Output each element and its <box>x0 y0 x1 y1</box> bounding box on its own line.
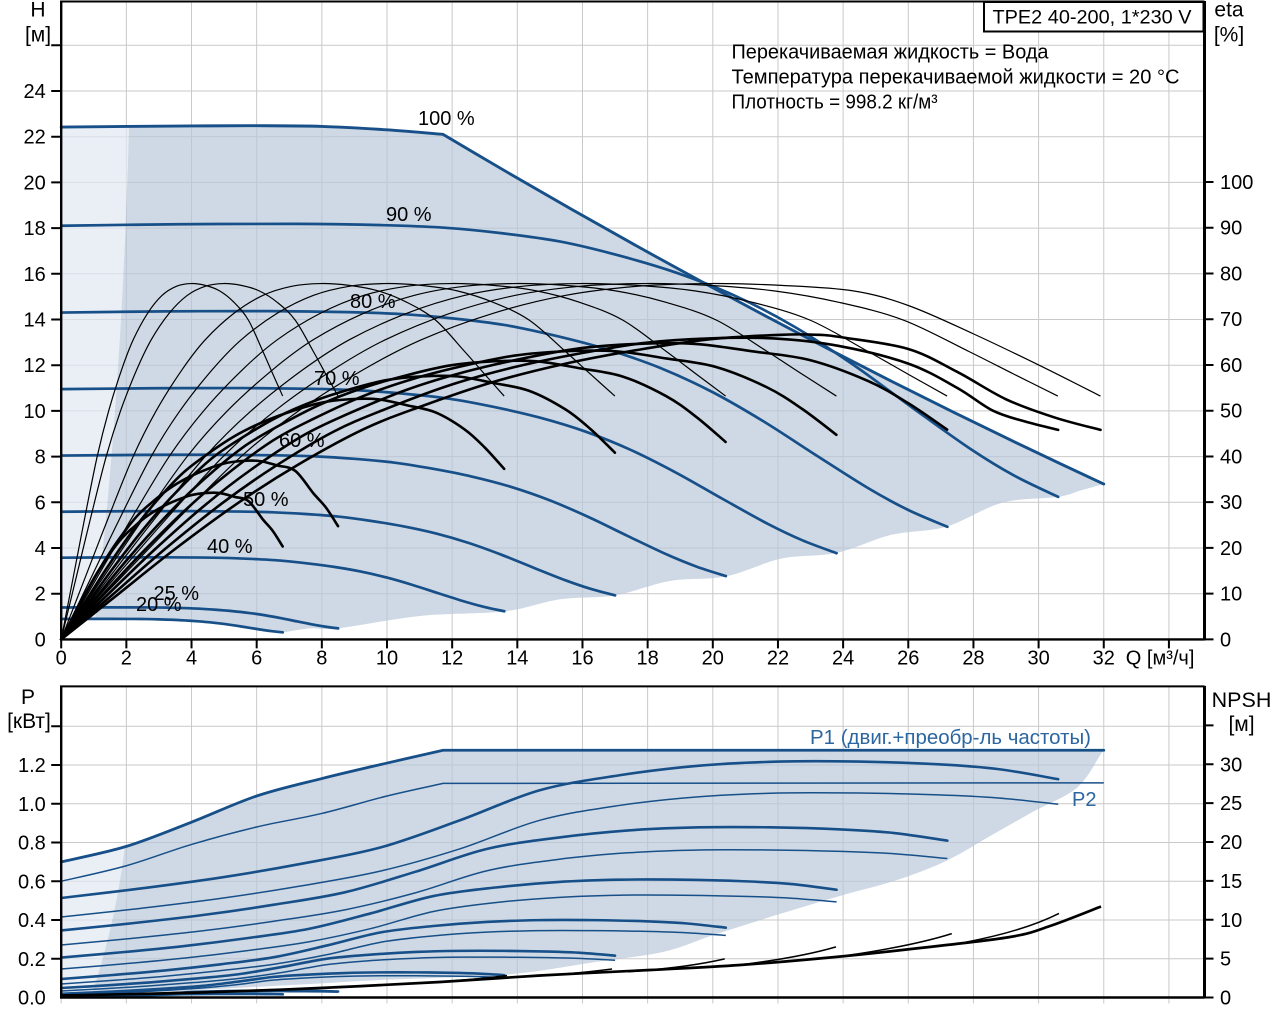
svg-text:4: 4 <box>35 538 46 560</box>
svg-text:6: 6 <box>35 492 46 514</box>
svg-text:[%]: [%] <box>1214 24 1244 47</box>
svg-text:12: 12 <box>24 355 46 377</box>
svg-text:40: 40 <box>1220 446 1242 468</box>
svg-text:0: 0 <box>1220 629 1231 651</box>
svg-text:8: 8 <box>316 648 327 670</box>
svg-text:20 %: 20 % <box>136 594 182 616</box>
svg-text:1.2: 1.2 <box>18 755 46 777</box>
svg-text:80 %: 80 % <box>350 291 396 313</box>
svg-text:80: 80 <box>1220 263 1242 285</box>
svg-text:4: 4 <box>186 648 197 670</box>
svg-text:100: 100 <box>1220 172 1253 194</box>
svg-text:32: 32 <box>1093 648 1115 670</box>
svg-text:eta: eta <box>1214 0 1244 22</box>
svg-text:0.8: 0.8 <box>18 833 46 855</box>
svg-text:16: 16 <box>24 264 46 286</box>
svg-text:20: 20 <box>1220 832 1242 854</box>
svg-text:H: H <box>30 0 45 22</box>
svg-text:15: 15 <box>1220 871 1242 893</box>
svg-text:24: 24 <box>832 648 854 670</box>
svg-text:20: 20 <box>24 172 46 194</box>
svg-text:90: 90 <box>1220 218 1242 240</box>
svg-text:0: 0 <box>35 629 46 651</box>
svg-text:28: 28 <box>962 648 984 670</box>
svg-text:1.0: 1.0 <box>18 794 46 816</box>
svg-text:20: 20 <box>1220 538 1242 560</box>
svg-text:100 %: 100 % <box>418 108 475 130</box>
svg-text:20: 20 <box>702 648 724 670</box>
svg-text:30: 30 <box>1220 492 1242 514</box>
svg-text:10: 10 <box>24 401 46 423</box>
svg-text:TPE2 40-200, 1*230 V: TPE2 40-200, 1*230 V <box>993 8 1192 29</box>
svg-text:0: 0 <box>56 648 67 670</box>
svg-text:70 %: 70 % <box>314 368 360 390</box>
svg-text:[кВт]: [кВт] <box>7 710 51 733</box>
svg-text:0: 0 <box>1220 988 1231 1010</box>
svg-text:16: 16 <box>571 648 593 670</box>
svg-text:18: 18 <box>637 648 659 670</box>
svg-text:P2: P2 <box>1072 788 1097 811</box>
svg-text:Перекачиваемая жидкость = Вода: Перекачиваемая жидкость = Вода <box>732 42 1050 64</box>
svg-text:0.6: 0.6 <box>18 871 46 893</box>
svg-text:2: 2 <box>35 584 46 606</box>
svg-text:22: 22 <box>767 648 789 670</box>
svg-text:P1 (двиг.+преобр-ль частоты): P1 (двиг.+преобр-ль частоты) <box>810 726 1091 749</box>
svg-text:[м]: [м] <box>25 24 51 47</box>
svg-text:40 %: 40 % <box>207 536 253 558</box>
svg-text:Температура перекачиваемой жид: Температура перекачиваемой жидкости = 20… <box>732 67 1180 89</box>
svg-text:10: 10 <box>376 648 398 670</box>
svg-text:0.0: 0.0 <box>18 988 46 1010</box>
svg-text:Плотность = 998.2 кг/м³: Плотность = 998.2 кг/м³ <box>732 91 938 113</box>
svg-text:0.4: 0.4 <box>18 910 46 932</box>
svg-text:30: 30 <box>1220 754 1242 776</box>
svg-text:50 %: 50 % <box>243 489 289 511</box>
svg-text:22: 22 <box>24 127 46 149</box>
svg-text:90 %: 90 % <box>386 204 432 226</box>
svg-text:Q [м³/ч]: Q [м³/ч] <box>1126 648 1195 670</box>
svg-text:18: 18 <box>24 218 46 240</box>
svg-text:60 %: 60 % <box>279 430 325 452</box>
svg-text:P: P <box>21 686 35 709</box>
svg-text:50: 50 <box>1220 401 1242 423</box>
svg-text:6: 6 <box>251 648 262 670</box>
svg-text:[м]: [м] <box>1228 713 1254 736</box>
svg-text:70: 70 <box>1220 309 1242 331</box>
svg-text:10: 10 <box>1220 910 1242 932</box>
svg-text:26: 26 <box>897 648 919 670</box>
svg-text:12: 12 <box>441 648 463 670</box>
svg-text:2: 2 <box>121 648 132 670</box>
svg-text:14: 14 <box>506 648 528 670</box>
svg-text:5: 5 <box>1220 949 1231 971</box>
svg-text:8: 8 <box>35 447 46 469</box>
svg-text:25 %: 25 % <box>154 583 200 605</box>
svg-text:30: 30 <box>1027 648 1049 670</box>
svg-text:24: 24 <box>24 81 46 103</box>
svg-text:25: 25 <box>1220 793 1242 815</box>
svg-text:0.2: 0.2 <box>18 949 46 971</box>
svg-text:60: 60 <box>1220 355 1242 377</box>
svg-text:10: 10 <box>1220 584 1242 606</box>
svg-text:14: 14 <box>24 310 46 332</box>
svg-text:NPSH: NPSH <box>1212 688 1272 712</box>
